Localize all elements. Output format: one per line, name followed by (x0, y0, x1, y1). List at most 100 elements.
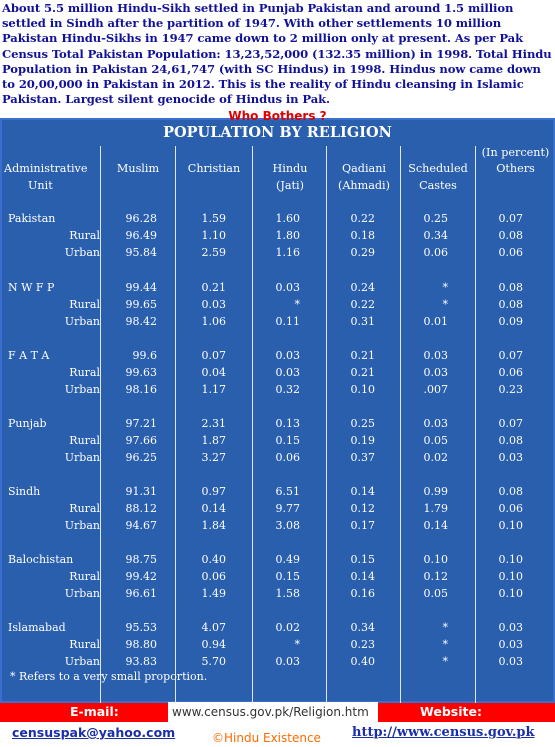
table-cell-qadiani: 0.21 (350, 366, 376, 379)
website-label: Website: (420, 704, 482, 719)
unit-name: Punjab (8, 417, 47, 430)
table-cell-qadiani: 0.29 (350, 246, 376, 259)
table-cell-hindu: 0.15 (275, 434, 301, 447)
row-label: Rural (69, 229, 100, 242)
table-cell-muslim: 88.12 (125, 502, 158, 515)
table-cell-qadiani: 0.22 (350, 212, 376, 225)
unit-name: F A T A (8, 349, 50, 362)
table-cell-others: 0.08 (498, 434, 524, 447)
table-cell-sc: .007 (423, 383, 449, 396)
table-cell-others: 0.06 (498, 366, 524, 379)
url-box: www.census.gov.pk/Religion.htm (168, 702, 378, 722)
table-cell-others: 0.07 (498, 349, 524, 362)
row-label: Urban (64, 655, 100, 668)
table-cell-sc: 0.03 (423, 417, 449, 430)
header-qadiani-line2: (Ahmadi) (337, 179, 391, 192)
table-cell-hindu: * (294, 638, 301, 651)
table-cell-christian: 1.17 (201, 383, 227, 396)
column-divider (100, 146, 101, 703)
table-cell-christian: 0.03 (201, 298, 227, 311)
table-cell-christian: 4.07 (201, 621, 227, 634)
table-cell-others: 0.08 (498, 229, 524, 242)
row-label: Urban (64, 587, 100, 600)
column-divider (475, 146, 476, 703)
table-cell-sc: 1.79 (423, 502, 449, 515)
row-label: Urban (64, 383, 100, 396)
row-label: Urban (64, 315, 100, 328)
table-cell-hindu: * (294, 298, 301, 311)
row-label: Urban (64, 451, 100, 464)
website-link[interactable]: http://www.census.gov.pk (352, 725, 535, 740)
table-cell-muslim: 98.16 (125, 383, 158, 396)
table-cell-sc: 0.14 (423, 519, 449, 532)
table-cell-muslim: 99.42 (125, 570, 158, 583)
table-cell-muslim: 96.61 (125, 587, 158, 600)
table-cell-christian: 2.59 (201, 246, 227, 259)
table-cell-hindu: 0.03 (275, 655, 301, 668)
table-cell-christian: 1.87 (201, 434, 227, 447)
table-cell-qadiani: 0.12 (350, 502, 376, 515)
table-cell-sc: 0.99 (423, 485, 449, 498)
table-cell-others: 0.08 (498, 281, 524, 294)
table-cell-sc: 0.05 (423, 434, 449, 447)
table-cell-others: 0.10 (498, 519, 524, 532)
header-scheduled-line1: Scheduled (408, 162, 468, 175)
table-cell-hindu: 0.03 (275, 349, 301, 362)
header-muslim: Muslim (116, 162, 160, 175)
table-cell-christian: 2.31 (201, 417, 227, 430)
table-cell-muslim: 91.31 (125, 485, 158, 498)
header-scheduled-line2: Castes (419, 179, 457, 192)
table-cell-muslim: 97.21 (125, 417, 158, 430)
table-cell-hindu: 1.80 (275, 229, 301, 242)
table-cell-hindu: 1.16 (275, 246, 301, 259)
row-label: Rural (69, 298, 100, 311)
table-cell-qadiani: 0.19 (350, 434, 376, 447)
table-cell-others: 0.07 (498, 212, 524, 225)
table-cell-muslim: 94.67 (125, 519, 158, 532)
table-cell-qadiani: 0.14 (350, 570, 376, 583)
header-qadiani-line1: Qadiani (341, 162, 387, 175)
table-cell-muslim: 98.42 (125, 315, 158, 328)
table-cell-christian: 0.94 (201, 638, 227, 651)
unit-name: Islamabad (8, 621, 66, 634)
table-cell-qadiani: 0.25 (350, 417, 376, 430)
table-cell-hindu: 3.08 (275, 519, 301, 532)
table-cell-hindu: 6.51 (275, 485, 301, 498)
table-cell-sc: * (442, 621, 449, 634)
table-cell-others: 0.08 (498, 485, 524, 498)
table-cell-sc: * (442, 655, 449, 668)
unit-name: N W F P (8, 281, 55, 294)
table-cell-hindu: 1.58 (275, 587, 301, 600)
header-hindu: Hindu (Jati) (254, 160, 326, 194)
table-cell-sc: 0.12 (423, 570, 449, 583)
column-divider (252, 146, 253, 703)
table-cell-qadiani: 0.16 (350, 587, 376, 600)
table-cell-hindu: 0.06 (275, 451, 301, 464)
row-label: Urban (64, 519, 100, 532)
table-cell-others: 0.06 (498, 246, 524, 259)
table-cell-hindu: 0.02 (275, 621, 301, 634)
table-cell-sc: * (442, 298, 449, 311)
table-cell-christian: 1.10 (201, 229, 227, 242)
row-label: Urban (64, 246, 100, 259)
table-cell-muslim: 95.84 (125, 246, 158, 259)
table-cell-christian: 3.27 (201, 451, 227, 464)
table-cell-hindu: 9.77 (275, 502, 301, 515)
table-cell-qadiani: 0.10 (350, 383, 376, 396)
table-cell-sc: * (442, 638, 449, 651)
intro-paragraph: About 5.5 million Hindu-Sikh settled in … (2, 1, 552, 107)
table-cell-christian: 0.04 (201, 366, 227, 379)
table-cell-christian: 1.49 (201, 587, 227, 600)
table-cell-sc: 0.25 (423, 212, 449, 225)
row-label: Rural (69, 502, 100, 515)
table-cell-sc: 0.03 (423, 366, 449, 379)
email-link[interactable]: censuspak@yahoo.com (12, 725, 176, 740)
table-cell-christian: 1.84 (201, 519, 227, 532)
table-cell-qadiani: 0.23 (350, 638, 376, 651)
table-cell-others: 0.08 (498, 298, 524, 311)
table-cell-christian: 0.07 (201, 349, 227, 362)
table-cell-qadiani: 0.17 (350, 519, 376, 532)
table-cell-hindu: 0.32 (275, 383, 301, 396)
table-cell-sc: 0.03 (423, 349, 449, 362)
table-cell-muslim: 99.6 (132, 349, 158, 362)
